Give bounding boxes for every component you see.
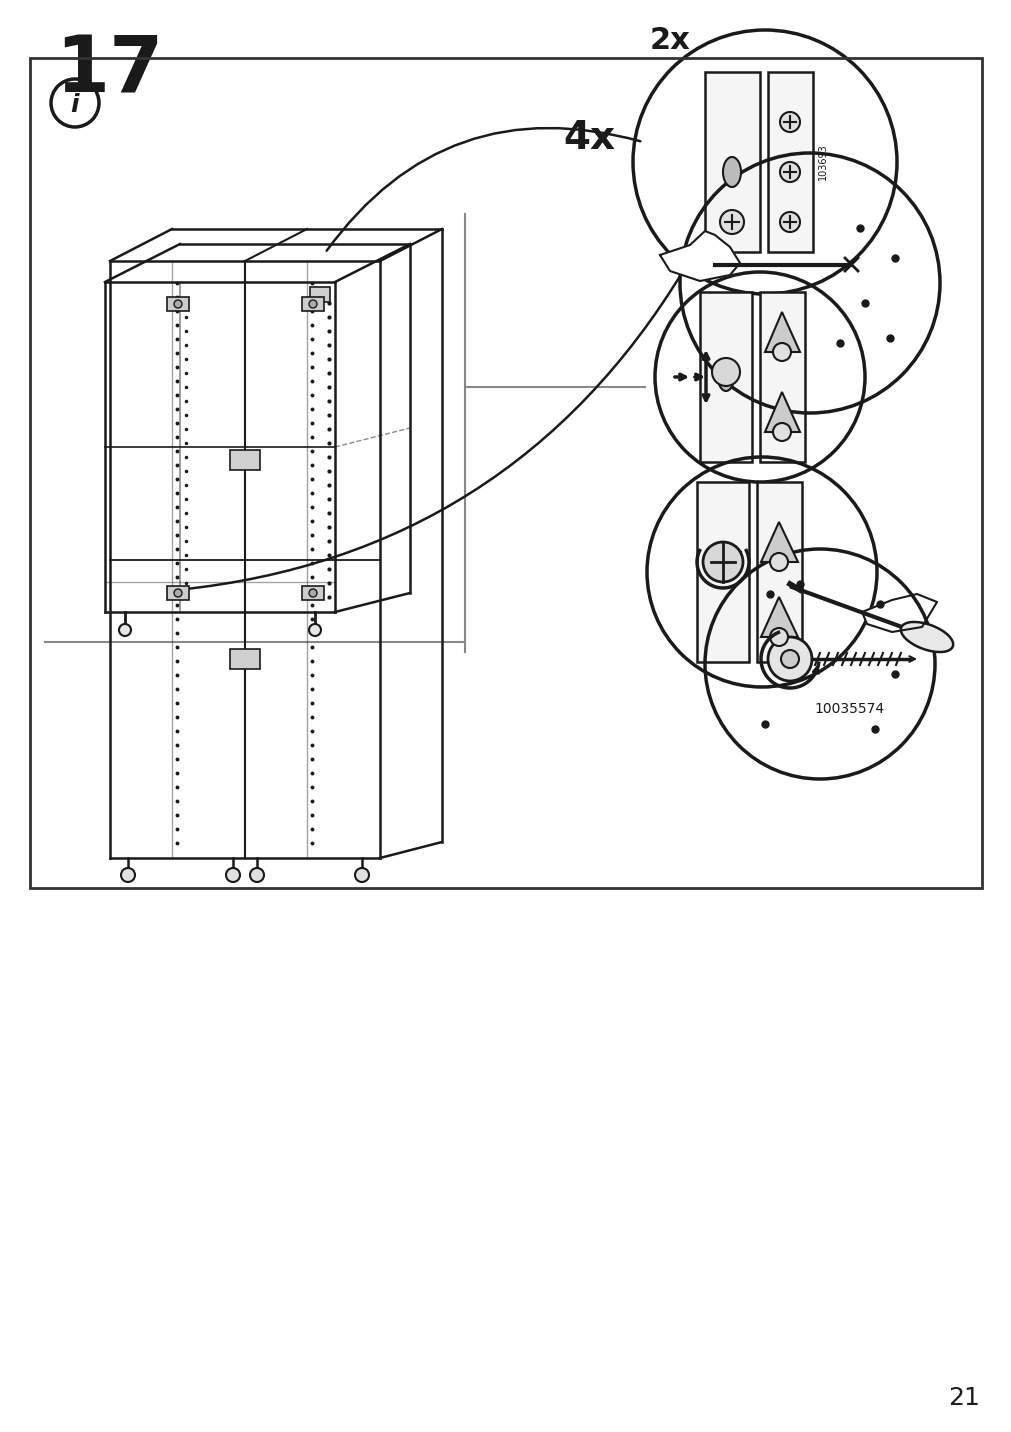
Bar (756, 483, 801, 662)
Circle shape (712, 358, 739, 387)
Circle shape (772, 422, 791, 441)
Circle shape (121, 868, 134, 882)
Polygon shape (764, 392, 800, 432)
Circle shape (225, 868, 240, 882)
Polygon shape (764, 312, 800, 352)
Ellipse shape (717, 362, 733, 391)
Bar (167, 296, 189, 311)
Bar (30, 59, 981, 888)
Circle shape (308, 589, 316, 597)
Text: 17: 17 (55, 32, 163, 107)
Text: 21: 21 (947, 1386, 979, 1411)
Circle shape (769, 629, 788, 646)
Text: i: i (71, 93, 79, 117)
Polygon shape (861, 594, 936, 632)
Circle shape (174, 589, 182, 597)
Bar (301, 296, 324, 311)
Bar (705, 72, 759, 252)
Text: 2x: 2x (649, 26, 690, 54)
Text: 4x: 4x (562, 119, 615, 158)
Ellipse shape (722, 158, 740, 188)
Polygon shape (659, 231, 739, 281)
Circle shape (779, 112, 800, 132)
Circle shape (767, 637, 811, 682)
Circle shape (719, 211, 743, 233)
Circle shape (779, 212, 800, 232)
Bar (767, 72, 812, 252)
Bar (167, 586, 189, 600)
Ellipse shape (900, 621, 952, 652)
Circle shape (355, 868, 369, 882)
Bar (759, 292, 804, 463)
Circle shape (769, 553, 788, 571)
Text: 103693: 103693 (817, 143, 827, 180)
Polygon shape (760, 523, 798, 561)
Circle shape (250, 868, 264, 882)
Circle shape (703, 541, 742, 581)
Text: 10035574: 10035574 (814, 702, 885, 716)
Circle shape (308, 299, 316, 308)
Circle shape (772, 344, 791, 361)
Bar (229, 649, 260, 669)
Bar (309, 286, 330, 302)
Polygon shape (760, 597, 798, 637)
Bar (700, 292, 751, 463)
Bar (229, 450, 260, 470)
Circle shape (308, 624, 320, 636)
Bar (697, 483, 748, 662)
Circle shape (174, 299, 182, 308)
Circle shape (780, 650, 799, 667)
Circle shape (779, 162, 800, 182)
Bar (301, 586, 324, 600)
Circle shape (119, 624, 130, 636)
